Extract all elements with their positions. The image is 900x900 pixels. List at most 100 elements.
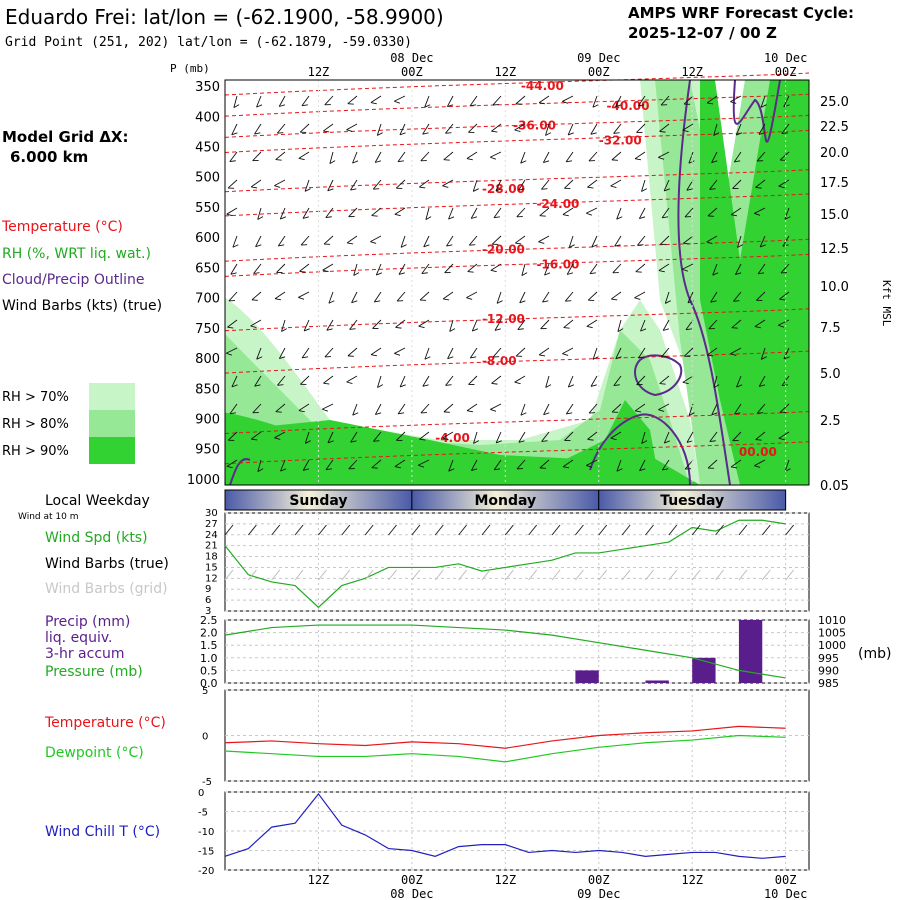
wind-barb-flag xyxy=(682,129,689,133)
wind-barb-staff xyxy=(519,291,526,303)
wind-barb-staff xyxy=(493,459,502,471)
wind-barb-flag xyxy=(545,132,552,136)
wind-barb-flag xyxy=(610,185,617,188)
wind-barb xyxy=(779,151,790,161)
wind-barb-flag xyxy=(611,298,618,301)
wind-barb xyxy=(616,459,623,472)
wind-barb-true xyxy=(761,524,771,536)
wind-barb xyxy=(399,123,406,136)
wind-barb-flag xyxy=(610,437,617,441)
wind-barb-staff xyxy=(419,179,430,188)
kft-tick-label: 10.0 xyxy=(820,280,849,295)
bottom-time-label: 12Z xyxy=(308,873,330,887)
kft-tick-label: 20.0 xyxy=(820,146,849,161)
wind-barb-flag xyxy=(466,297,473,300)
wind-barb xyxy=(395,179,406,189)
wind-barb xyxy=(353,263,360,276)
wind-barb xyxy=(396,431,406,441)
wind-barb-staff xyxy=(781,123,790,134)
wind-barb-staff xyxy=(515,235,526,244)
wind-barb-flag xyxy=(734,412,741,415)
wind-barb-flag xyxy=(370,241,377,244)
wind-barb-flag xyxy=(466,158,473,161)
wind-barb-staff xyxy=(514,123,526,131)
wind-barb-staff xyxy=(730,459,742,468)
kft-tick-label: 2.5 xyxy=(820,414,841,429)
p-tick-label: 650 xyxy=(195,261,220,276)
wind-barb xyxy=(564,291,574,302)
wind-barb-staff xyxy=(712,263,718,276)
wind-barb-staff xyxy=(394,95,406,102)
wind-barb-staff xyxy=(274,431,286,439)
wind-barb-flag xyxy=(448,216,455,220)
wind-barb-grid xyxy=(271,569,281,581)
wind-barb-staff xyxy=(658,403,670,411)
wind-barb xyxy=(376,123,383,136)
wind-barb xyxy=(301,95,310,107)
time-tick-label: 12Z xyxy=(681,65,703,79)
wind-barb-staff xyxy=(275,151,286,160)
kft-title: Kft MSL xyxy=(880,280,893,327)
wind-barb-staff xyxy=(445,375,454,386)
wind-barb-staff xyxy=(707,347,718,356)
wind-barb-staff xyxy=(424,95,430,108)
wind-barb-staff xyxy=(468,235,478,246)
wind-barb xyxy=(713,123,720,136)
wind-barb-flag xyxy=(758,132,765,135)
wind-barb-true xyxy=(224,524,234,536)
wind-barb-staff xyxy=(353,263,358,276)
pressure-line xyxy=(224,624,786,679)
wind-barb xyxy=(660,95,670,106)
wind-barb-true xyxy=(388,524,397,536)
wind-barb-staff xyxy=(640,319,646,332)
wind-barb-staff xyxy=(352,151,358,164)
wind-barb-grid xyxy=(294,569,304,581)
cloud-outline xyxy=(589,413,691,486)
wind-barb-true xyxy=(715,524,724,536)
wind-barb xyxy=(446,235,454,247)
wind-barb xyxy=(250,179,262,189)
wind-barb-flag xyxy=(302,216,309,219)
wind-tick-label: 9 xyxy=(205,584,211,595)
isotherm-label: 00.00 xyxy=(739,445,777,459)
wind-barb-flag xyxy=(707,102,714,105)
isotherm-line xyxy=(224,253,810,277)
wind-barb-staff xyxy=(614,235,622,247)
wind-barb xyxy=(274,431,286,440)
wind-barb xyxy=(278,95,286,107)
wind-barb-staff xyxy=(422,123,430,135)
wind-barb-flag xyxy=(447,356,454,360)
wind-barb xyxy=(545,375,552,388)
precip-tick-label: 1.5 xyxy=(200,639,218,652)
wind-barb-staff xyxy=(566,263,574,275)
wind-barb xyxy=(520,403,527,416)
wind-barb-flag xyxy=(257,468,264,472)
wind-barb-flag xyxy=(471,216,478,219)
wind-barb xyxy=(709,179,718,190)
wind-barb-flag xyxy=(590,384,597,387)
wind-barb-staff xyxy=(492,347,502,358)
wind-barb-flag xyxy=(639,468,646,472)
wind-barb xyxy=(661,459,670,471)
wind-barb xyxy=(588,151,598,162)
wind-barb-grid xyxy=(504,569,514,581)
wind-barb-staff xyxy=(735,123,742,136)
temperature-label: Temperature (°C) xyxy=(44,715,166,731)
wind-10m-label: Wind at 10 m xyxy=(18,512,78,522)
wind-barb xyxy=(730,207,742,217)
wind-barb xyxy=(538,95,550,105)
wind-barb xyxy=(226,207,238,217)
wind-barb xyxy=(660,347,670,358)
wind-barb-flag xyxy=(662,216,669,219)
wind-barb-flag xyxy=(569,244,575,248)
wind-barb-flag xyxy=(400,244,407,248)
wind-barb-flag xyxy=(639,216,646,220)
wind-barb-staff xyxy=(683,95,694,105)
wind-barb xyxy=(588,403,598,414)
wind-barb-staff xyxy=(348,207,358,217)
wind-barb xyxy=(730,95,742,104)
wind-barbs-true-label: Wind Barbs (true) xyxy=(45,556,169,572)
wind-barb-flag xyxy=(586,465,593,468)
wind-barb-flag xyxy=(495,188,502,192)
wind-barb-flag xyxy=(539,354,546,357)
